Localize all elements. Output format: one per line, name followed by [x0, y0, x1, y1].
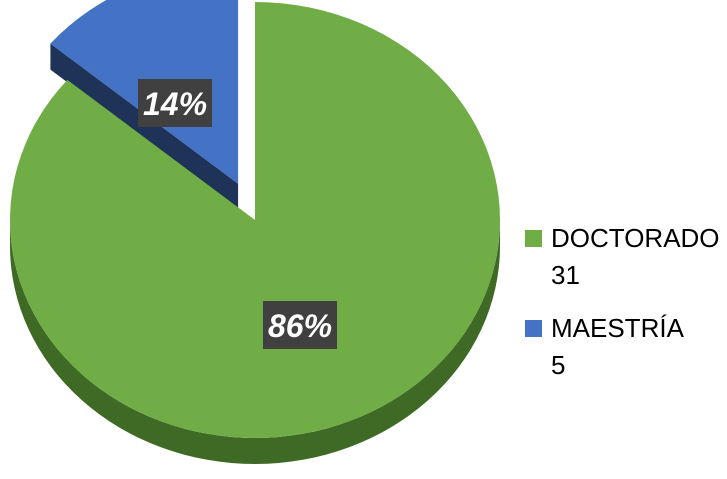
- pie-slices: [9, 0, 501, 464]
- chart-legend: DOCTORADO 31 MAESTRÍA 5: [525, 223, 720, 380]
- legend-label-1: MAESTRÍA: [551, 313, 685, 343]
- legend-value-0: 31: [551, 260, 580, 290]
- legend-label-0: DOCTORADO: [551, 223, 720, 253]
- data-label-text-1: 14%: [143, 86, 207, 122]
- legend-item-1: MAESTRÍA 5: [525, 313, 685, 380]
- legend-item-0: DOCTORADO 31: [525, 223, 720, 290]
- data-label-0: 86%: [263, 301, 337, 349]
- data-label-box-0: [263, 301, 337, 349]
- pie-data-labels: 86% 14%: [138, 79, 337, 349]
- legend-swatch-1: [525, 320, 542, 337]
- data-label-1: 14%: [138, 79, 212, 127]
- data-label-text-0: 86%: [268, 308, 332, 344]
- legend-value-1: 5: [551, 350, 565, 380]
- legend-swatch-0: [525, 230, 542, 247]
- pie-slice-doctorado: [9, 2, 501, 438]
- data-label-box-1: [138, 79, 212, 127]
